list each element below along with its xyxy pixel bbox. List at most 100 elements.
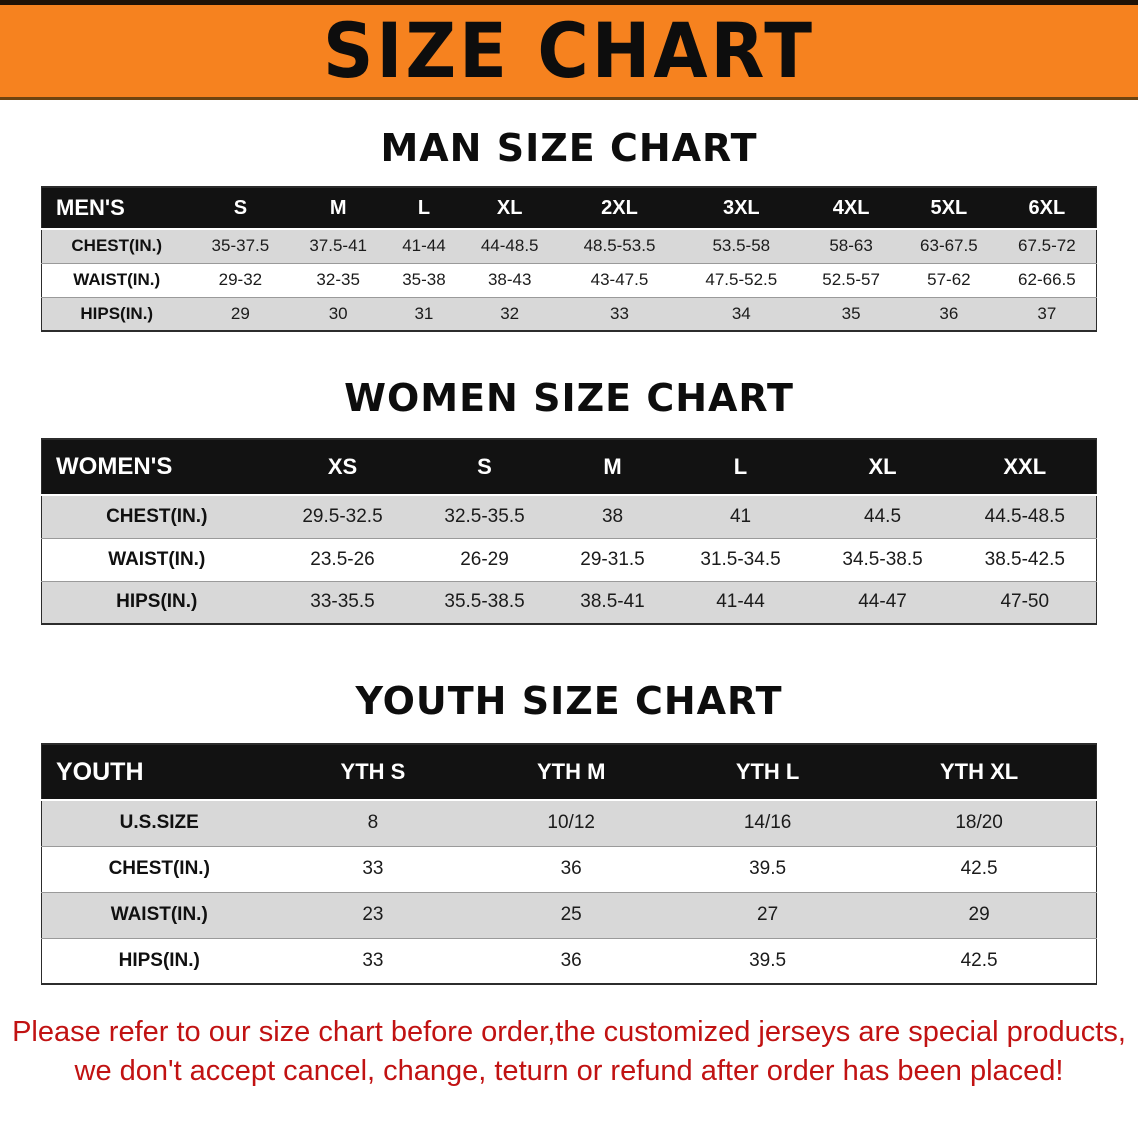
table-header-row: WOMEN'S XS S M L XL XXL xyxy=(41,439,1097,496)
table-header-row: MEN'S S M L XL 2XL 3XL 4XL 5XL 6XL xyxy=(41,187,1097,230)
size-value-cell: 44-47 xyxy=(811,580,954,624)
size-value-cell: 38 xyxy=(555,494,670,538)
women-section-heading: WOMEN SIZE CHART xyxy=(344,376,794,420)
table-row: WAIST(IN.) 23 25 27 29 xyxy=(41,891,1097,938)
size-value-cell: 67.5-72 xyxy=(997,228,1097,263)
size-value-cell: 29 xyxy=(191,296,290,331)
women-size-table-wrap: WOMEN'S XS S M L XL XXL CHEST(IN.) 29.5-32.5 32.5… xyxy=(41,438,1097,625)
size-value-cell: 23.5-26 xyxy=(271,537,414,581)
size-value-cell: 62-66.5 xyxy=(997,262,1097,297)
size-column-header: YTH M xyxy=(469,744,674,801)
size-value-cell: 29-32 xyxy=(191,262,290,297)
size-value-cell: 39.5 xyxy=(673,845,863,892)
size-column-header: M xyxy=(289,187,388,230)
size-value-cell: 48.5-53.5 xyxy=(558,228,681,263)
size-value-cell: 63-67.5 xyxy=(899,228,998,263)
size-value-cell: 37.5-41 xyxy=(289,228,388,263)
men-size-table-wrap: MEN'S S M L XL 2XL 3XL 4XL 5XL 6XL CHEST(IN.) 35-37… xyxy=(41,186,1097,332)
size-value-cell: 44-48.5 xyxy=(460,228,559,263)
youth-size-section: YOUTH SIZE CHART YOUTH YTH S YTH M YTH L YTH… xyxy=(0,679,1138,985)
order-notice-line-2: we don't accept cancel, change, teturn o… xyxy=(74,1055,1064,1088)
size-value-cell: 42.5 xyxy=(862,937,1097,984)
size-value-cell: 47-50 xyxy=(953,580,1097,624)
banner: SIZE CHART xyxy=(0,0,1138,100)
size-value-cell: 29.5-32.5 xyxy=(271,494,414,538)
size-column-header: YTH L xyxy=(673,744,863,801)
size-value-cell: 44.5 xyxy=(811,494,954,538)
measurement-row-label: U.S.SIZE xyxy=(41,799,277,846)
size-value-cell: 36 xyxy=(469,845,674,892)
size-column-header: S xyxy=(191,187,290,230)
size-value-cell: 36 xyxy=(469,937,674,984)
men-size-section: MAN SIZE CHART MEN'S S M L XL 2XL 3XL 4XL 5XL 6XL… xyxy=(0,126,1138,332)
size-column-header: 2XL xyxy=(558,187,681,230)
size-value-cell: 42.5 xyxy=(862,845,1097,892)
size-column-header: XS xyxy=(271,439,414,496)
table-row: U.S.SIZE 8 10/12 14/16 18/20 xyxy=(41,799,1097,846)
size-chart-page: SIZE CHART MAN SIZE CHART MEN'S S M L XL 2XL 3… xyxy=(0,0,1138,1091)
table-row: HIPS(IN.) 33-35.5 35.5-38.5 38.5-41 41-44 44-… xyxy=(41,580,1097,624)
size-value-cell: 38-43 xyxy=(460,262,559,297)
measurement-row-label: HIPS(IN.) xyxy=(41,937,277,984)
size-column-header: XL xyxy=(460,187,559,230)
table-row: CHEST(IN.) 29.5-32.5 32.5-35.5 38 41 44.5 44.5… xyxy=(41,494,1097,538)
size-column-header: 6XL xyxy=(997,187,1097,230)
size-value-cell: 8 xyxy=(276,799,470,846)
table-row: HIPS(IN.) 33 36 39.5 42.5 xyxy=(41,937,1097,984)
size-value-cell: 34.5-38.5 xyxy=(811,537,954,581)
table-header-row: YOUTH YTH S YTH M YTH L YTH XL xyxy=(41,744,1097,801)
measurement-row-label: HIPS(IN.) xyxy=(41,296,192,331)
size-column-header: YTH XL xyxy=(862,744,1097,801)
size-value-cell: 32-35 xyxy=(289,262,388,297)
size-value-cell: 10/12 xyxy=(469,799,674,846)
youth-section-heading: YOUTH SIZE CHART xyxy=(355,679,783,723)
size-column-header: 5XL xyxy=(899,187,998,230)
size-value-cell: 33 xyxy=(558,296,681,331)
measurement-row-label: WAIST(IN.) xyxy=(41,537,272,581)
measurement-row-label: CHEST(IN.) xyxy=(41,494,272,538)
size-value-cell: 31.5-34.5 xyxy=(669,537,812,581)
measurement-row-label: CHEST(IN.) xyxy=(41,228,192,263)
measurement-row-label: WAIST(IN.) xyxy=(41,262,192,297)
table-corner-label: MEN'S xyxy=(41,187,192,230)
table-row: HIPS(IN.) 29 30 31 32 33 34 35 36 37 xyxy=(41,296,1097,331)
size-value-cell: 41 xyxy=(669,494,812,538)
size-column-header: XXL xyxy=(953,439,1097,496)
size-column-header: XL xyxy=(811,439,954,496)
women-size-section: WOMEN SIZE CHART WOMEN'S XS S M L XL XXL CHEST(… xyxy=(0,376,1138,625)
size-value-cell: 33 xyxy=(276,845,470,892)
size-column-header: YTH S xyxy=(276,744,470,801)
size-column-header: S xyxy=(413,439,556,496)
size-column-header: 3XL xyxy=(680,187,803,230)
size-value-cell: 34 xyxy=(680,296,803,331)
page-title: SIZE CHART xyxy=(322,6,816,96)
size-value-cell: 33 xyxy=(276,937,470,984)
size-value-cell: 57-62 xyxy=(899,262,998,297)
size-value-cell: 32.5-35.5 xyxy=(413,494,556,538)
measurement-row-label: WAIST(IN.) xyxy=(41,891,277,938)
size-value-cell: 58-63 xyxy=(802,228,900,263)
size-value-cell: 44.5-48.5 xyxy=(953,494,1097,538)
size-column-header: L xyxy=(669,439,812,496)
size-value-cell: 36 xyxy=(899,296,998,331)
measurement-row-label: CHEST(IN.) xyxy=(41,845,277,892)
table-row: WAIST(IN.) 29-32 32-35 35-38 38-43 43-47.5 47.… xyxy=(41,262,1097,297)
size-column-header: L xyxy=(387,187,461,230)
size-value-cell: 29 xyxy=(862,891,1097,938)
size-value-cell: 41-44 xyxy=(669,580,812,624)
size-value-cell: 37 xyxy=(997,296,1097,331)
size-value-cell: 31 xyxy=(387,296,461,331)
table-corner-label: WOMEN'S xyxy=(41,439,272,496)
men-section-heading: MAN SIZE CHART xyxy=(380,126,758,170)
youth-size-table-wrap: YOUTH YTH S YTH M YTH L YTH XL U.S.SIZE 8 10/12… xyxy=(41,743,1097,985)
size-value-cell: 52.5-57 xyxy=(802,262,900,297)
size-value-cell: 27 xyxy=(673,891,863,938)
measurement-row-label: HIPS(IN.) xyxy=(41,580,272,624)
table-corner-label: YOUTH xyxy=(41,744,277,801)
order-notice: Please refer to our size chart before or… xyxy=(0,1013,1138,1091)
size-value-cell: 26-29 xyxy=(413,537,556,581)
size-value-cell: 39.5 xyxy=(673,937,863,984)
size-value-cell: 18/20 xyxy=(862,799,1097,846)
size-table: WOMEN'S XS S M L XL XXL CHEST(IN.) 29.5-32.5 32.5… xyxy=(41,438,1097,625)
size-table: MEN'S S M L XL 2XL 3XL 4XL 5XL 6XL CHEST(IN.) 35-37… xyxy=(41,186,1097,332)
